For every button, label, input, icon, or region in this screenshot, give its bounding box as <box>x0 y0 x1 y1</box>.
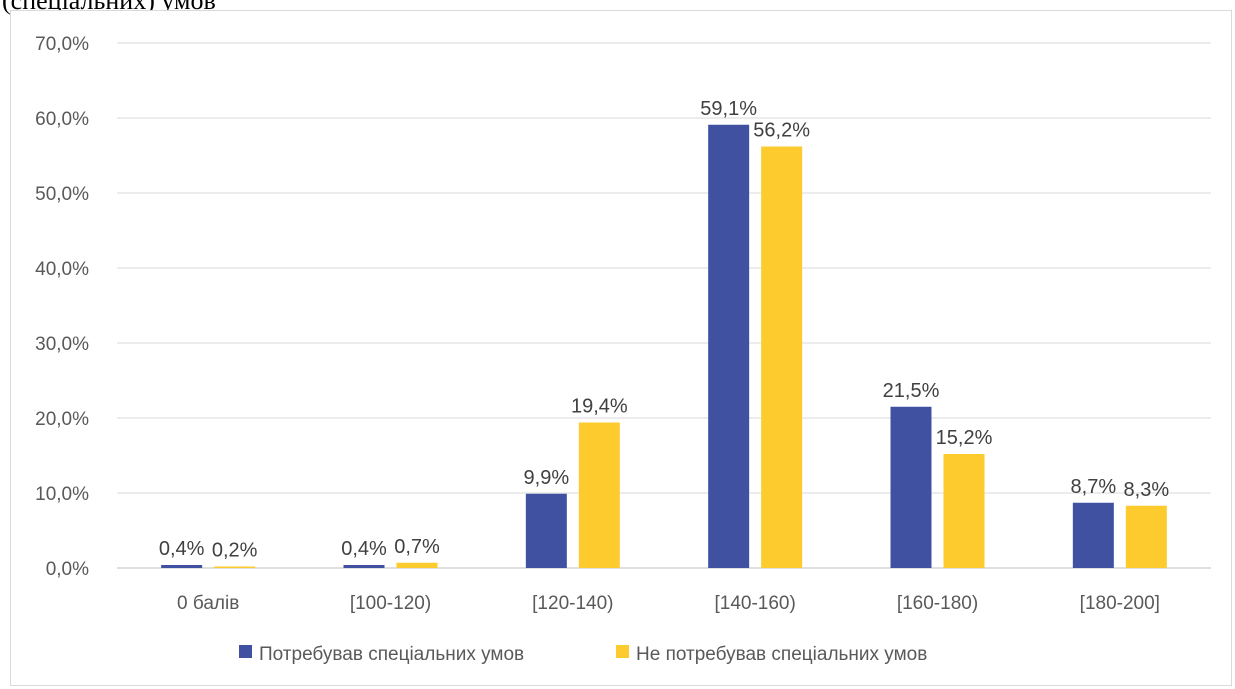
data-label: 0,4% <box>159 538 205 560</box>
data-label: 59,1% <box>700 98 757 120</box>
data-label: 0,7% <box>394 536 440 558</box>
category-label: [100-120) <box>350 593 431 614</box>
legend-label: Потребував спеціальних умов <box>259 644 524 665</box>
data-label: 19,4% <box>571 396 628 418</box>
bars <box>161 124 1167 568</box>
legend-label: Не потребував спеціальних умов <box>636 644 927 665</box>
legend-swatch <box>616 645 629 658</box>
data-label: 56,2% <box>753 120 810 142</box>
bar <box>578 422 620 568</box>
gridlines <box>117 42 1211 569</box>
y-tick-label: 60,0% <box>35 109 89 130</box>
bar <box>525 493 567 568</box>
category-label: 0 балів <box>177 593 239 614</box>
category-label: [120-140) <box>532 593 613 614</box>
bar <box>761 146 803 568</box>
y-axis-ticks: 0,0% 10,0% 20,0% 30,0% 40,0% 50,0% 60,0% 70,0% <box>35 34 89 580</box>
y-tick-label: 40,0% <box>35 259 89 280</box>
bar <box>343 565 385 568</box>
y-tick-label: 0,0% <box>46 559 89 580</box>
data-labels: 0,4% 0,2% 0,4% 0,7% 9,9% 19,4% 59,1%56,2% 21,5%… <box>159 98 1169 562</box>
y-tick-label: 20,0% <box>35 409 89 430</box>
y-tick-label: 10,0% <box>35 484 89 505</box>
data-label: 0,4% <box>341 538 387 560</box>
legend-swatch <box>239 645 252 658</box>
bar <box>708 124 750 568</box>
bar <box>943 454 985 568</box>
data-label: 21,5% <box>883 380 940 402</box>
category-label: [160-180) <box>897 593 978 614</box>
data-label: 15,2% <box>936 427 993 449</box>
category-label: [180-200] <box>1080 593 1160 614</box>
legend: Потребував спеціальних умов Не потребував… <box>239 644 927 665</box>
bar <box>214 566 256 568</box>
bar <box>1125 505 1167 568</box>
bar-chart: 0,0%10,0%20,0%30,0%40,0%50,0%60,0%70,0% … <box>35 34 1211 665</box>
data-label: 9,9% <box>524 467 570 489</box>
bar <box>1072 502 1114 568</box>
y-tick-label: 30,0% <box>35 334 89 355</box>
data-label: 0,2% <box>212 540 258 562</box>
y-tick-label: 50,0% <box>35 184 89 205</box>
y-tick-label: 70,0% <box>35 34 89 55</box>
data-label: 8,7% <box>1071 476 1117 498</box>
bar <box>396 562 438 568</box>
chart-frame: 0,0% 10,0% 20,0% 30,0% 40,0% 50,0% 60,0% 70,0% … <box>10 10 1232 686</box>
category-labels: 0 балів [100-120) [120-140) [140-160) [160-1… <box>177 593 1160 614</box>
bar <box>161 565 203 568</box>
data-label: 8,3% <box>1124 479 1170 501</box>
bar <box>890 406 932 568</box>
category-label: [140-160) <box>714 593 795 614</box>
